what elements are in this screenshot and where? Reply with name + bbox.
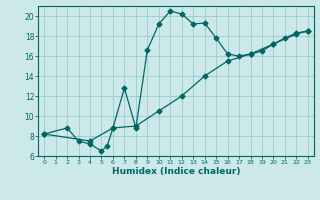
- X-axis label: Humidex (Indice chaleur): Humidex (Indice chaleur): [112, 167, 240, 176]
